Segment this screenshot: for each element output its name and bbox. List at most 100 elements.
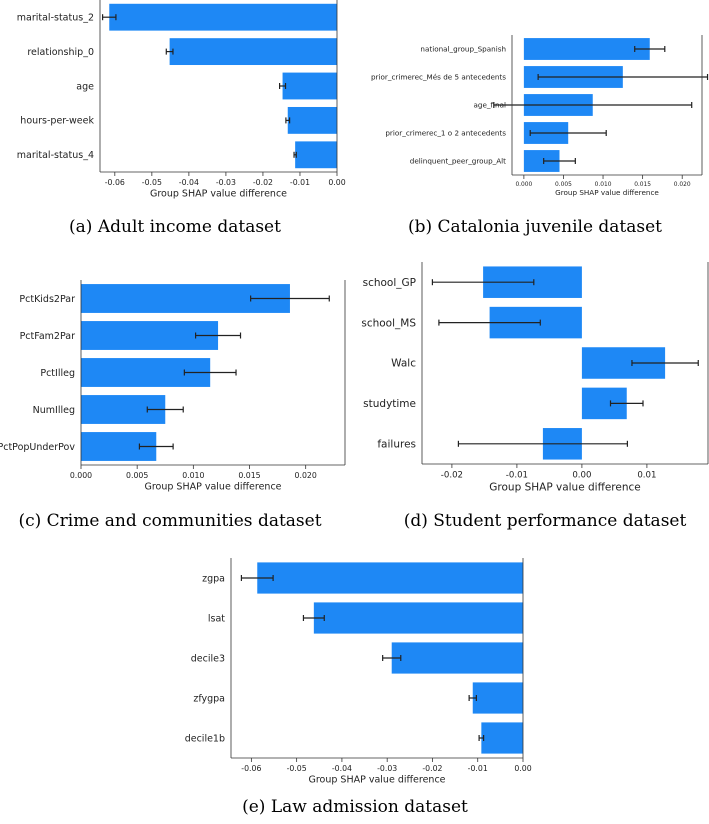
- chart-b-errorbar-2: [493, 102, 693, 108]
- chart-a-tick-label-2: -0.04: [179, 178, 199, 187]
- chart-e-errorbar-1: [302, 615, 325, 621]
- chart-e-tick-label-0: -0.06: [241, 764, 261, 773]
- chart-c-errorbar-1: [194, 332, 242, 339]
- chart-a-category-label-3: hours-per-week: [20, 116, 94, 127]
- chart-c-errorbar-3: [146, 406, 184, 413]
- chart-e-axes: [230, 558, 524, 759]
- chart-c-tick-label-1: 0.005: [126, 471, 148, 480]
- chart-a-tick-label-1: -0.05: [142, 178, 162, 187]
- chart-a-tick-label-4: -0.02: [253, 178, 273, 187]
- chart-d-errorbar-2: [631, 360, 699, 366]
- chart-a-bar-1: [169, 38, 337, 66]
- chart-b-axes: [511, 35, 703, 176]
- chart-c-tick-label-0: 0.000: [70, 471, 92, 480]
- chart-a-errorbar-1: [165, 48, 174, 55]
- chart-d-errorbar-1: [438, 319, 541, 326]
- chart-b-category-label-3: prior_crimerec_1 o 2 antecedents: [385, 129, 506, 138]
- chart-d-category-label-0: school_GP: [363, 277, 416, 289]
- chart-e-category-label-2: decile3: [191, 653, 225, 664]
- chart-b-errorbar-4: [543, 158, 576, 164]
- chart-a-category-label-4: marital-status_4: [17, 150, 94, 161]
- chart-e-category-label-4: decile1b: [185, 733, 225, 744]
- chart-e-errorbar-0: [240, 575, 274, 581]
- chart-e-tick-label-6: 0.00: [514, 764, 531, 773]
- chart-c-tick-label-4: 0.020: [295, 471, 317, 480]
- chart-b-errorbar-3: [529, 130, 607, 136]
- chart-b-category-label-2: age_final: [474, 101, 506, 110]
- chart-d-svg: school_GP school_MS Walc studytime failures -…: [361, 262, 709, 494]
- chart-b-errorbar-0: [634, 46, 666, 52]
- chart-panel-a: marital-status_2 relationship_0 age hours-p…: [0, 0, 346, 200]
- chart-d-errorbar-0: [431, 279, 535, 286]
- chart-e-bar-4: [481, 722, 523, 754]
- chart-b-xlabel: Group SHAP value difference: [555, 188, 659, 197]
- chart-b-bar-4: [523, 150, 560, 172]
- chart-a-errorbar-2: [279, 83, 287, 89]
- chart-a-tick-label-5: -0.01: [290, 178, 310, 187]
- chart-d-category-label-1: school_MS: [361, 317, 416, 329]
- chart-d-category-label-4: failures: [377, 438, 416, 450]
- chart-d-errorbar-4: [457, 440, 628, 447]
- chart-c-axes: [80, 280, 346, 466]
- chart-b-tick-label-0: 0.000: [515, 182, 532, 188]
- chart-a-errorbar-0: [101, 14, 117, 21]
- chart-e-tick-label-3: -0.03: [377, 764, 397, 773]
- chart-b-category-label-1: prior_crimerec_Més de 5 antecedents: [371, 73, 506, 82]
- chart-e-tick-label-5: -0.01: [468, 764, 488, 773]
- chart-a-tick-label-3: -0.03: [216, 178, 236, 187]
- chart-e-tick-label-2: -0.04: [332, 764, 352, 773]
- chart-d-axes: [421, 262, 709, 465]
- chart-e-tick-label-4: -0.02: [422, 764, 442, 773]
- chart-panel-c: PctKids2Par PctFam2Par PctIlleg NumIlleg Pct…: [0, 258, 349, 503]
- chart-a-bar-3: [287, 106, 337, 134]
- chart-d-category-label-3: studytime: [363, 398, 416, 410]
- chart-b-caption: (b) Catalonia juvenile dataset: [407, 217, 663, 237]
- chart-c-errorbar-4: [138, 443, 174, 450]
- chart-d-xlabel: Group SHAP value difference: [489, 482, 640, 494]
- chart-c-category-label-4: PctPopUnderPov: [0, 442, 75, 453]
- chart-d-tick-label-1: -0.01: [506, 471, 528, 481]
- chart-a-axes: [99, 0, 338, 173]
- chart-b-tick-label-4: 0.020: [674, 182, 691, 188]
- chart-a-bar-4: [295, 141, 337, 169]
- chart-a-bar-0: [109, 3, 337, 31]
- chart-e-errorbar-3: [468, 695, 477, 701]
- chart-c-category-label-0: PctKids2Par: [19, 294, 75, 305]
- chart-e-bar-0: [257, 562, 523, 594]
- chart-a-xlabel: Group SHAP value difference: [150, 189, 287, 200]
- chart-a-tick-label-0: -0.06: [105, 178, 125, 187]
- chart-e-svg: zgpa lsat decile3 zfygpa decile1b -0.06 -0.05 -…: [185, 558, 532, 786]
- chart-c-errorbar-2: [183, 369, 237, 376]
- chart-e-bar-3: [472, 682, 523, 714]
- chart-c-xlabel: Group SHAP value difference: [144, 482, 281, 493]
- chart-b-category-label-4: delinquent_peer_group_Alt: [410, 157, 506, 166]
- chart-e-category-label-1: lsat: [208, 613, 225, 624]
- chart-e-bar-1: [313, 602, 523, 634]
- chart-d-errorbar-3: [609, 400, 644, 407]
- chart-b-tick-label-3: 0.015: [634, 182, 651, 188]
- chart-c-caption: (c) Crime and communities dataset: [18, 511, 322, 531]
- chart-e-category-label-3: zfygpa: [193, 693, 225, 704]
- chart-e-errorbar-2: [382, 655, 402, 661]
- chart-d-tick-label-2: 0.00: [572, 471, 591, 481]
- chart-c-errorbar-0: [250, 295, 330, 302]
- chart-b-errorbar-1: [537, 74, 709, 80]
- chart-e-caption: (e) Law admission dataset: [242, 797, 468, 817]
- chart-b-tick-label-2: 0.010: [595, 182, 612, 188]
- chart-c-tick-label-3: 0.015: [238, 471, 260, 480]
- chart-a-tick-label-6: 0.00: [328, 178, 345, 187]
- chart-c-category-label-3: NumIlleg: [33, 405, 75, 416]
- chart-a-errorbar-4: [293, 151, 297, 158]
- chart-a-caption: (a) Adult income dataset: [69, 217, 281, 237]
- chart-e-bar-2: [391, 642, 523, 674]
- chart-d-tick-label-0: -0.02: [441, 471, 463, 481]
- chart-a-errorbar-3: [285, 117, 291, 124]
- chart-a-category-label-0: marital-status_2: [17, 13, 94, 24]
- chart-panel-b: national_group_Spanish prior_crimerec_Més…: [360, 0, 709, 200]
- chart-d-tick-label-3: 0.01: [637, 471, 656, 481]
- chart-b-svg: national_group_Spanish prior_crimerec_Més…: [371, 35, 709, 197]
- chart-b-bar-0: [523, 38, 650, 60]
- chart-panel-d: school_GP school_MS Walc studytime failures -…: [355, 258, 709, 503]
- chart-panel-e: zgpa lsat decile3 zfygpa decile1b -0.06 -0.05 -…: [150, 555, 535, 795]
- chart-b-category-label-0: national_group_Spanish: [420, 45, 506, 54]
